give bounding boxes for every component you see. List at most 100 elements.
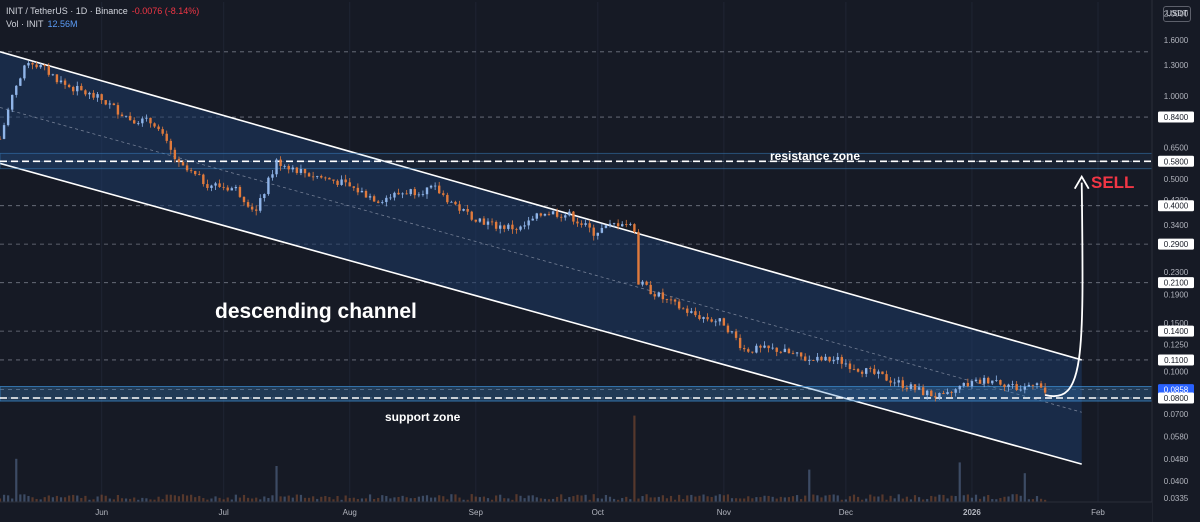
candle-body xyxy=(303,168,307,174)
candle-body xyxy=(259,198,262,211)
candle xyxy=(718,318,721,326)
volume-bar xyxy=(320,496,323,502)
candle xyxy=(177,156,181,167)
volume-bar xyxy=(279,496,282,502)
candle xyxy=(649,280,652,295)
candle-body xyxy=(1043,387,1047,393)
candle xyxy=(710,317,713,323)
candle xyxy=(515,227,518,234)
candle xyxy=(185,162,189,173)
candle-body xyxy=(35,64,38,68)
candle-body xyxy=(486,221,490,225)
candle-body xyxy=(165,133,168,141)
candle-body xyxy=(55,74,59,83)
candle-body xyxy=(881,371,884,375)
volume-bar xyxy=(80,497,83,502)
candle xyxy=(0,136,2,140)
candle xyxy=(913,384,917,393)
candle-body xyxy=(966,382,970,387)
candle xyxy=(328,177,331,180)
volume-bar xyxy=(901,498,904,502)
candle xyxy=(755,343,758,354)
price-axis[interactable]: 2.0000 1.6000 1.3000 1.0000 0.8400 0.6500 0.58… xyxy=(1151,0,1200,522)
candle-body xyxy=(596,232,599,236)
candle xyxy=(576,217,579,227)
candle xyxy=(1011,380,1014,389)
candle xyxy=(775,347,778,357)
candle-body xyxy=(1019,389,1022,391)
volume-bar xyxy=(816,495,819,502)
volume-bar xyxy=(39,499,42,502)
candle-body xyxy=(560,216,563,218)
candle-body xyxy=(991,380,994,384)
candle-body xyxy=(27,62,30,66)
volume-bar xyxy=(519,495,522,502)
candle xyxy=(738,334,742,351)
volume-bar xyxy=(92,499,95,502)
volume-bar xyxy=(417,496,420,502)
candle-body xyxy=(950,392,953,393)
price-tick-label: 0.5000 xyxy=(1164,175,1189,184)
time-tick-2026: 2026 xyxy=(963,508,981,517)
volume-bar xyxy=(763,495,766,502)
candle-body xyxy=(690,311,693,313)
candle xyxy=(629,222,632,226)
volume-bar xyxy=(120,498,124,502)
candle-body xyxy=(779,351,782,353)
volume-bar xyxy=(637,498,640,502)
volume-bar xyxy=(149,499,152,502)
candle xyxy=(795,351,799,357)
candle xyxy=(255,205,258,216)
candle-body xyxy=(840,357,843,364)
volume-bar xyxy=(527,495,530,502)
price-tick-label: 0.6500 xyxy=(1164,144,1189,153)
volume-bar xyxy=(873,496,876,502)
candle-body xyxy=(124,115,128,117)
candle-body xyxy=(295,167,299,173)
candle-body xyxy=(791,353,795,354)
currency-button[interactable]: USDT xyxy=(1163,6,1191,22)
candle xyxy=(417,192,421,198)
candle-body xyxy=(462,209,465,211)
candle-body xyxy=(917,387,921,390)
candle xyxy=(804,353,807,362)
volume-bar xyxy=(499,494,502,502)
volume-bar xyxy=(230,499,233,502)
price-tag-bg xyxy=(1158,325,1194,337)
volume-bar xyxy=(612,498,616,502)
candle xyxy=(194,170,197,176)
candle-body xyxy=(234,186,238,189)
candle xyxy=(120,112,124,117)
symbol-title[interactable]: INIT / TetherUS · 1D · Binance xyxy=(6,6,128,16)
candle xyxy=(287,164,290,174)
volume-bar xyxy=(743,498,746,502)
candle-body xyxy=(88,92,91,95)
candle xyxy=(104,99,107,106)
time-axis[interactable]: Jun Jul Aug Sep Oct Nov Dec 2026 Feb xyxy=(0,501,1152,522)
candle-body xyxy=(885,374,888,381)
volume-bar xyxy=(336,495,339,502)
candle xyxy=(332,179,335,184)
candle xyxy=(267,176,270,196)
volume-bar xyxy=(271,495,274,502)
candle-body xyxy=(995,380,998,381)
candle-body xyxy=(80,85,83,91)
volume-bar xyxy=(312,496,315,502)
candle xyxy=(88,91,91,100)
candle xyxy=(645,280,648,286)
candle-body xyxy=(31,62,34,65)
candle xyxy=(242,196,246,206)
candle-body xyxy=(0,138,2,140)
chart-legend: INIT / TetherUS · 1D · Binance -0.0076 (-… xyxy=(6,5,199,31)
candle xyxy=(112,102,116,106)
volume-bar xyxy=(621,498,624,502)
candle-body xyxy=(222,186,225,188)
candle xyxy=(669,296,673,305)
candle-body xyxy=(43,64,46,67)
candle xyxy=(722,317,726,326)
support-zone-label: support zone xyxy=(385,410,461,424)
volume-bar xyxy=(185,495,189,502)
volume-bar xyxy=(966,494,969,502)
price-tick-label: 2.0000 xyxy=(1164,9,1189,18)
